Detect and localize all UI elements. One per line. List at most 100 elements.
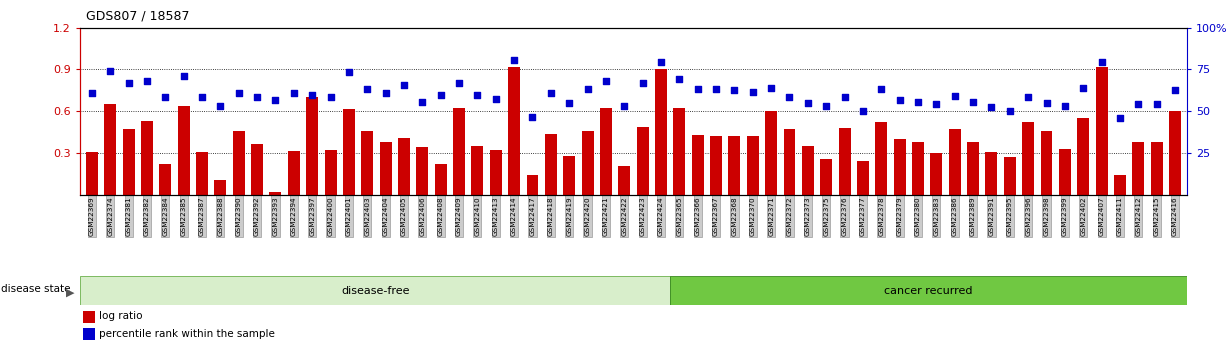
Bar — [765, 111, 777, 195]
Bar — [911, 142, 924, 195]
Point — [615, 103, 635, 108]
Point — [430, 92, 450, 97]
Point — [358, 86, 378, 92]
Point — [210, 103, 230, 108]
Point — [889, 97, 909, 103]
Bar — [670, 276, 1187, 305]
Point — [1165, 88, 1184, 93]
Point — [871, 86, 891, 92]
Bar — [857, 161, 868, 195]
Bar — [269, 192, 282, 195]
Point — [963, 99, 983, 104]
Point — [155, 95, 175, 100]
Point — [651, 60, 670, 65]
Bar — [656, 69, 667, 195]
Point — [119, 81, 139, 86]
Point — [1074, 85, 1093, 90]
Point — [817, 103, 836, 108]
Bar — [894, 139, 905, 195]
Point — [632, 81, 652, 86]
Point — [743, 89, 763, 95]
Point — [284, 90, 304, 96]
Bar — [1004, 157, 1016, 195]
Point — [266, 97, 285, 103]
Point — [761, 85, 781, 90]
Bar — [380, 142, 391, 195]
Point — [982, 104, 1001, 110]
Point — [449, 81, 469, 86]
Bar — [86, 152, 98, 195]
Point — [688, 86, 707, 92]
Point — [798, 100, 818, 106]
Text: ▶: ▶ — [66, 288, 75, 298]
Bar — [288, 151, 300, 195]
Point — [247, 95, 267, 100]
Point — [780, 95, 800, 100]
Bar — [820, 159, 833, 195]
Text: GDS807 / 18587: GDS807 / 18587 — [86, 9, 189, 22]
Text: disease state: disease state — [1, 284, 71, 294]
Point — [412, 99, 432, 104]
Point — [173, 73, 193, 79]
Text: disease-free: disease-free — [341, 286, 410, 296]
Bar — [1096, 67, 1107, 195]
Bar — [545, 134, 557, 195]
Point — [1018, 95, 1038, 100]
Point — [467, 92, 487, 97]
Bar — [784, 129, 796, 195]
Bar — [1077, 118, 1090, 195]
Bar — [105, 104, 116, 195]
Bar — [362, 131, 373, 195]
Point — [1037, 100, 1057, 106]
Bar — [582, 131, 594, 195]
Point — [1128, 101, 1148, 107]
Point — [835, 95, 855, 100]
Bar — [453, 108, 465, 195]
Bar — [930, 153, 942, 195]
Point — [321, 95, 341, 100]
Text: log ratio: log ratio — [98, 312, 143, 321]
Bar — [600, 108, 611, 195]
Point — [724, 88, 744, 93]
Point — [1111, 116, 1130, 121]
Bar — [306, 97, 319, 195]
Point — [669, 77, 689, 82]
Bar — [325, 150, 337, 195]
Bar — [563, 156, 576, 195]
Point — [908, 99, 927, 104]
Point — [578, 86, 598, 92]
Bar — [160, 164, 171, 195]
Point — [192, 95, 212, 100]
Bar — [196, 152, 208, 195]
Bar — [691, 135, 704, 195]
Bar — [417, 147, 428, 195]
Point — [560, 100, 579, 106]
Bar — [747, 136, 759, 195]
Bar — [967, 142, 979, 195]
Point — [854, 108, 873, 114]
Bar — [251, 144, 263, 195]
Bar — [214, 180, 226, 195]
Bar — [471, 146, 483, 195]
Point — [486, 96, 506, 101]
Point — [1146, 101, 1166, 107]
Bar — [948, 129, 961, 195]
Bar — [1114, 175, 1125, 195]
Bar — [1151, 142, 1162, 195]
Point — [1092, 60, 1112, 65]
Bar — [1041, 131, 1053, 195]
Text: cancer recurred: cancer recurred — [884, 286, 973, 296]
Bar — [1059, 149, 1071, 195]
Point — [101, 68, 121, 73]
Bar — [728, 136, 740, 195]
Bar — [802, 146, 814, 195]
Bar — [619, 166, 630, 195]
Point — [82, 90, 102, 96]
Bar — [80, 276, 670, 305]
Bar — [141, 121, 153, 195]
Text: percentile rank within the sample: percentile rank within the sample — [98, 329, 274, 338]
Bar — [82, 328, 95, 340]
Bar — [839, 128, 850, 195]
Point — [229, 90, 248, 96]
Point — [376, 90, 396, 96]
